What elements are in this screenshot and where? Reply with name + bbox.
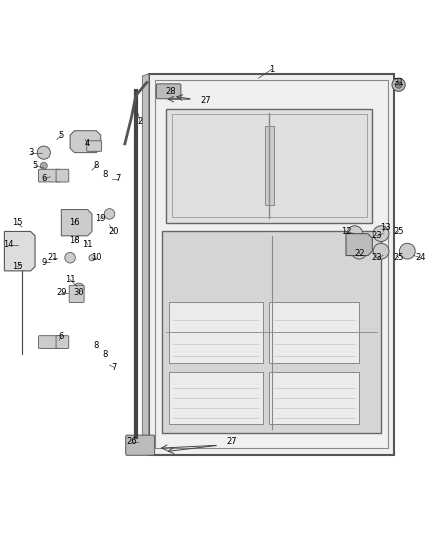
- Text: 9: 9: [41, 257, 46, 266]
- Polygon shape: [142, 74, 149, 455]
- FancyBboxPatch shape: [69, 285, 84, 302]
- Text: 12: 12: [341, 227, 351, 236]
- Polygon shape: [4, 231, 35, 271]
- Polygon shape: [70, 131, 101, 152]
- Text: 10: 10: [91, 253, 102, 262]
- Text: 8: 8: [102, 350, 108, 359]
- FancyBboxPatch shape: [39, 169, 60, 182]
- Polygon shape: [169, 302, 263, 363]
- Text: 18: 18: [69, 236, 80, 245]
- Text: 25: 25: [393, 253, 404, 262]
- Text: 3: 3: [28, 148, 33, 157]
- Polygon shape: [149, 74, 394, 455]
- Text: 11: 11: [82, 240, 93, 249]
- Polygon shape: [269, 302, 359, 363]
- FancyBboxPatch shape: [156, 84, 181, 99]
- Circle shape: [351, 243, 367, 259]
- Circle shape: [40, 162, 47, 169]
- FancyBboxPatch shape: [126, 435, 155, 455]
- Text: 29: 29: [56, 288, 67, 297]
- Text: 15: 15: [12, 218, 23, 227]
- Circle shape: [37, 146, 50, 159]
- Text: 5: 5: [32, 161, 38, 170]
- Text: 8: 8: [94, 341, 99, 350]
- Text: 6: 6: [41, 174, 46, 183]
- Text: 31: 31: [393, 78, 404, 87]
- Circle shape: [392, 78, 405, 91]
- Circle shape: [104, 209, 115, 219]
- FancyBboxPatch shape: [87, 141, 102, 151]
- Text: 11: 11: [65, 275, 75, 284]
- Text: 25: 25: [393, 227, 404, 236]
- Text: 7: 7: [116, 174, 121, 183]
- Text: 27: 27: [227, 437, 237, 446]
- Polygon shape: [162, 231, 381, 433]
- Circle shape: [399, 243, 415, 259]
- Circle shape: [395, 81, 402, 88]
- Polygon shape: [346, 233, 372, 255]
- FancyBboxPatch shape: [39, 336, 60, 349]
- FancyBboxPatch shape: [56, 169, 69, 182]
- Circle shape: [373, 243, 389, 259]
- Text: 8: 8: [102, 170, 108, 179]
- Text: 23: 23: [371, 231, 382, 240]
- Text: 16: 16: [69, 218, 80, 227]
- Text: 20: 20: [109, 227, 119, 236]
- Text: 23: 23: [371, 253, 382, 262]
- Text: 7: 7: [111, 363, 117, 372]
- FancyBboxPatch shape: [56, 336, 69, 349]
- Text: 26: 26: [126, 437, 137, 446]
- Circle shape: [74, 283, 84, 294]
- Circle shape: [347, 226, 363, 241]
- Circle shape: [65, 253, 75, 263]
- Text: 28: 28: [166, 87, 176, 96]
- Text: 27: 27: [201, 95, 211, 104]
- Circle shape: [89, 255, 95, 261]
- Polygon shape: [265, 126, 274, 205]
- Text: 4: 4: [85, 139, 90, 148]
- Text: 30: 30: [74, 288, 84, 297]
- Polygon shape: [166, 109, 372, 223]
- Text: 6: 6: [59, 332, 64, 341]
- Text: 2: 2: [138, 117, 143, 126]
- Text: 5: 5: [59, 131, 64, 140]
- Polygon shape: [269, 372, 359, 424]
- Text: 13: 13: [380, 223, 391, 231]
- Text: 14: 14: [4, 240, 14, 249]
- Circle shape: [373, 226, 389, 241]
- Text: 15: 15: [12, 262, 23, 271]
- Text: 24: 24: [415, 253, 426, 262]
- Polygon shape: [169, 372, 263, 424]
- Polygon shape: [61, 209, 92, 236]
- Text: 8: 8: [94, 161, 99, 170]
- Text: 22: 22: [354, 249, 364, 258]
- Text: 19: 19: [95, 214, 106, 223]
- Text: 21: 21: [47, 253, 58, 262]
- Text: 1: 1: [269, 65, 274, 74]
